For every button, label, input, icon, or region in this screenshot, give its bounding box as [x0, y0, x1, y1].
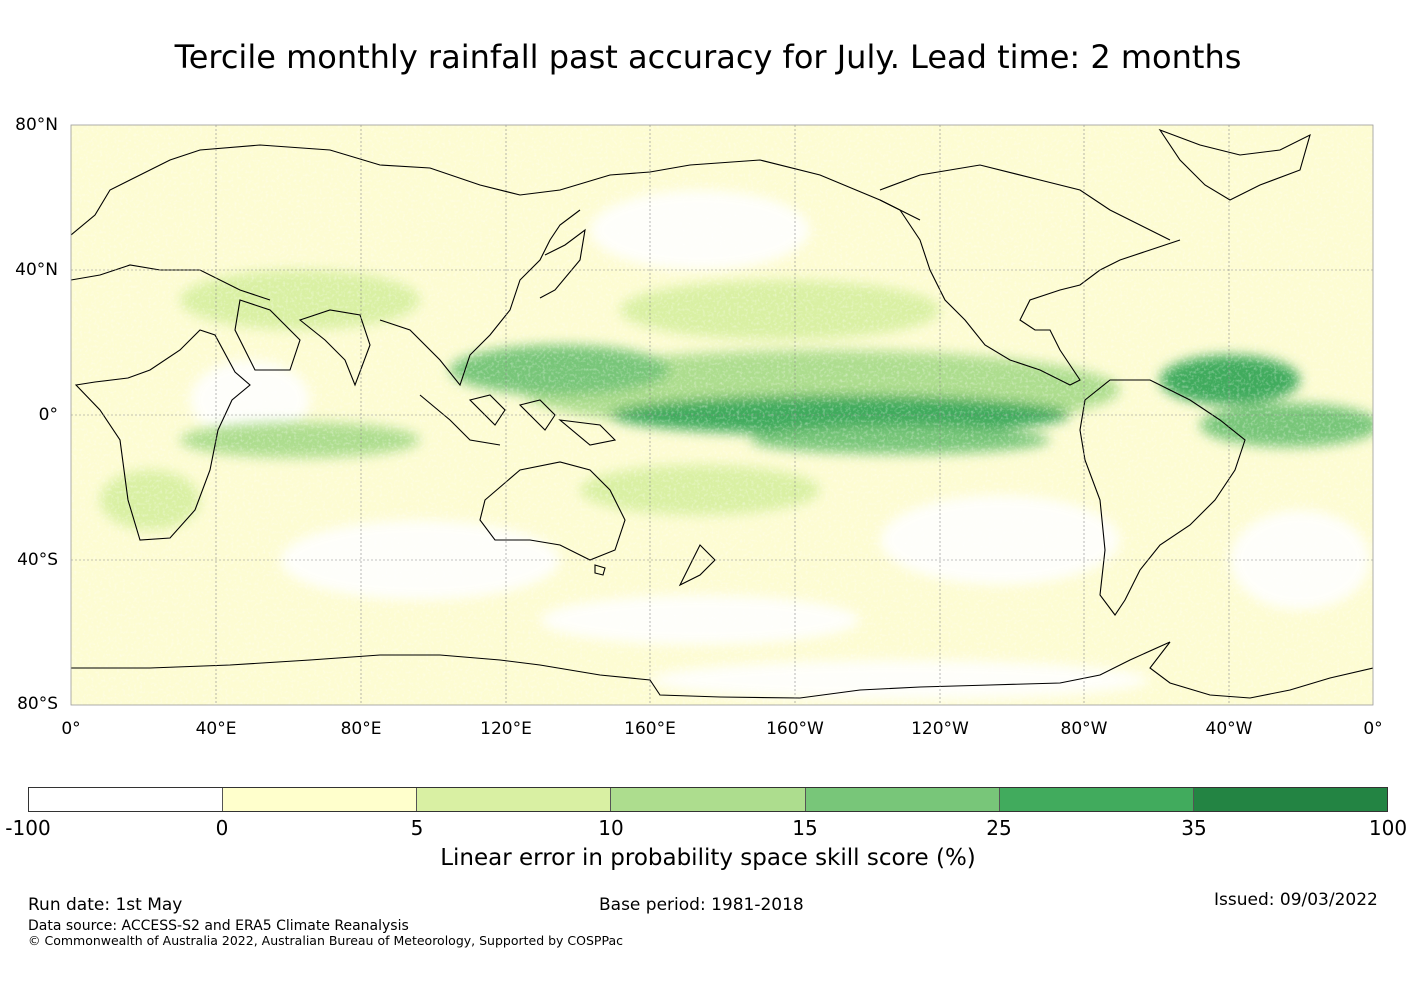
lon-label: 40°W	[1205, 719, 1253, 739]
copyright: © Commonwealth of Australia 2022, Austra…	[28, 933, 623, 948]
lat-label: 80°S	[17, 694, 58, 714]
lon-label: 120°E	[480, 719, 532, 739]
colorbar-tick-label: 100	[1368, 816, 1408, 840]
lon-label: 80°E	[340, 719, 382, 739]
issued-date: Issued: 09/03/2022	[1214, 890, 1378, 910]
lon-label: 160°E	[624, 719, 676, 739]
lon-label: 0°	[1363, 719, 1383, 739]
coastlines	[71, 128, 1373, 699]
lat-label: 0°	[38, 405, 58, 425]
skill-score-map	[70, 124, 1374, 706]
colorbar-segment	[223, 788, 418, 811]
colorbar-tick-label: 35	[1181, 816, 1207, 840]
lon-label: 80°W	[1060, 719, 1108, 739]
colorbar-tick-label: -100	[5, 816, 51, 840]
colorbar-segment	[417, 788, 612, 811]
colorbar-segment	[1193, 788, 1387, 811]
map-title: Tercile monthly rainfall past accuracy f…	[174, 38, 1242, 76]
colorbar-tick-label: 5	[410, 816, 424, 840]
lat-label: 40°S	[17, 550, 58, 570]
colorbar-segment	[999, 788, 1194, 811]
lon-label: 160°W	[766, 719, 824, 739]
lat-label: 40°N	[15, 260, 58, 280]
lon-label: 0°	[61, 719, 81, 739]
colorbar-tick-label: 10	[598, 816, 624, 840]
colorbar-tick-label: 0	[215, 816, 229, 840]
graticule	[71, 125, 1373, 705]
map-frame	[70, 124, 1374, 706]
data-source: Data source: ACCESS-S2 and ERA5 Climate …	[28, 918, 409, 934]
colorbar	[28, 787, 1388, 812]
colorbar-title: Linear error in probability space skill …	[440, 845, 976, 871]
base-period: Base period: 1981-2018	[599, 895, 804, 915]
colorbar-segment	[29, 788, 224, 811]
lon-label: 40°E	[195, 719, 237, 739]
colorbar-segment	[805, 788, 1000, 811]
lon-label: 120°W	[911, 719, 969, 739]
colorbar-segment	[611, 788, 806, 811]
lat-label: 80°N	[15, 115, 58, 135]
skill-field	[71, 125, 1373, 705]
colorbar-tick-label: 15	[792, 816, 818, 840]
colorbar-tick-label: 25	[986, 816, 1012, 840]
run-date: Run date: 1st May	[28, 895, 183, 915]
